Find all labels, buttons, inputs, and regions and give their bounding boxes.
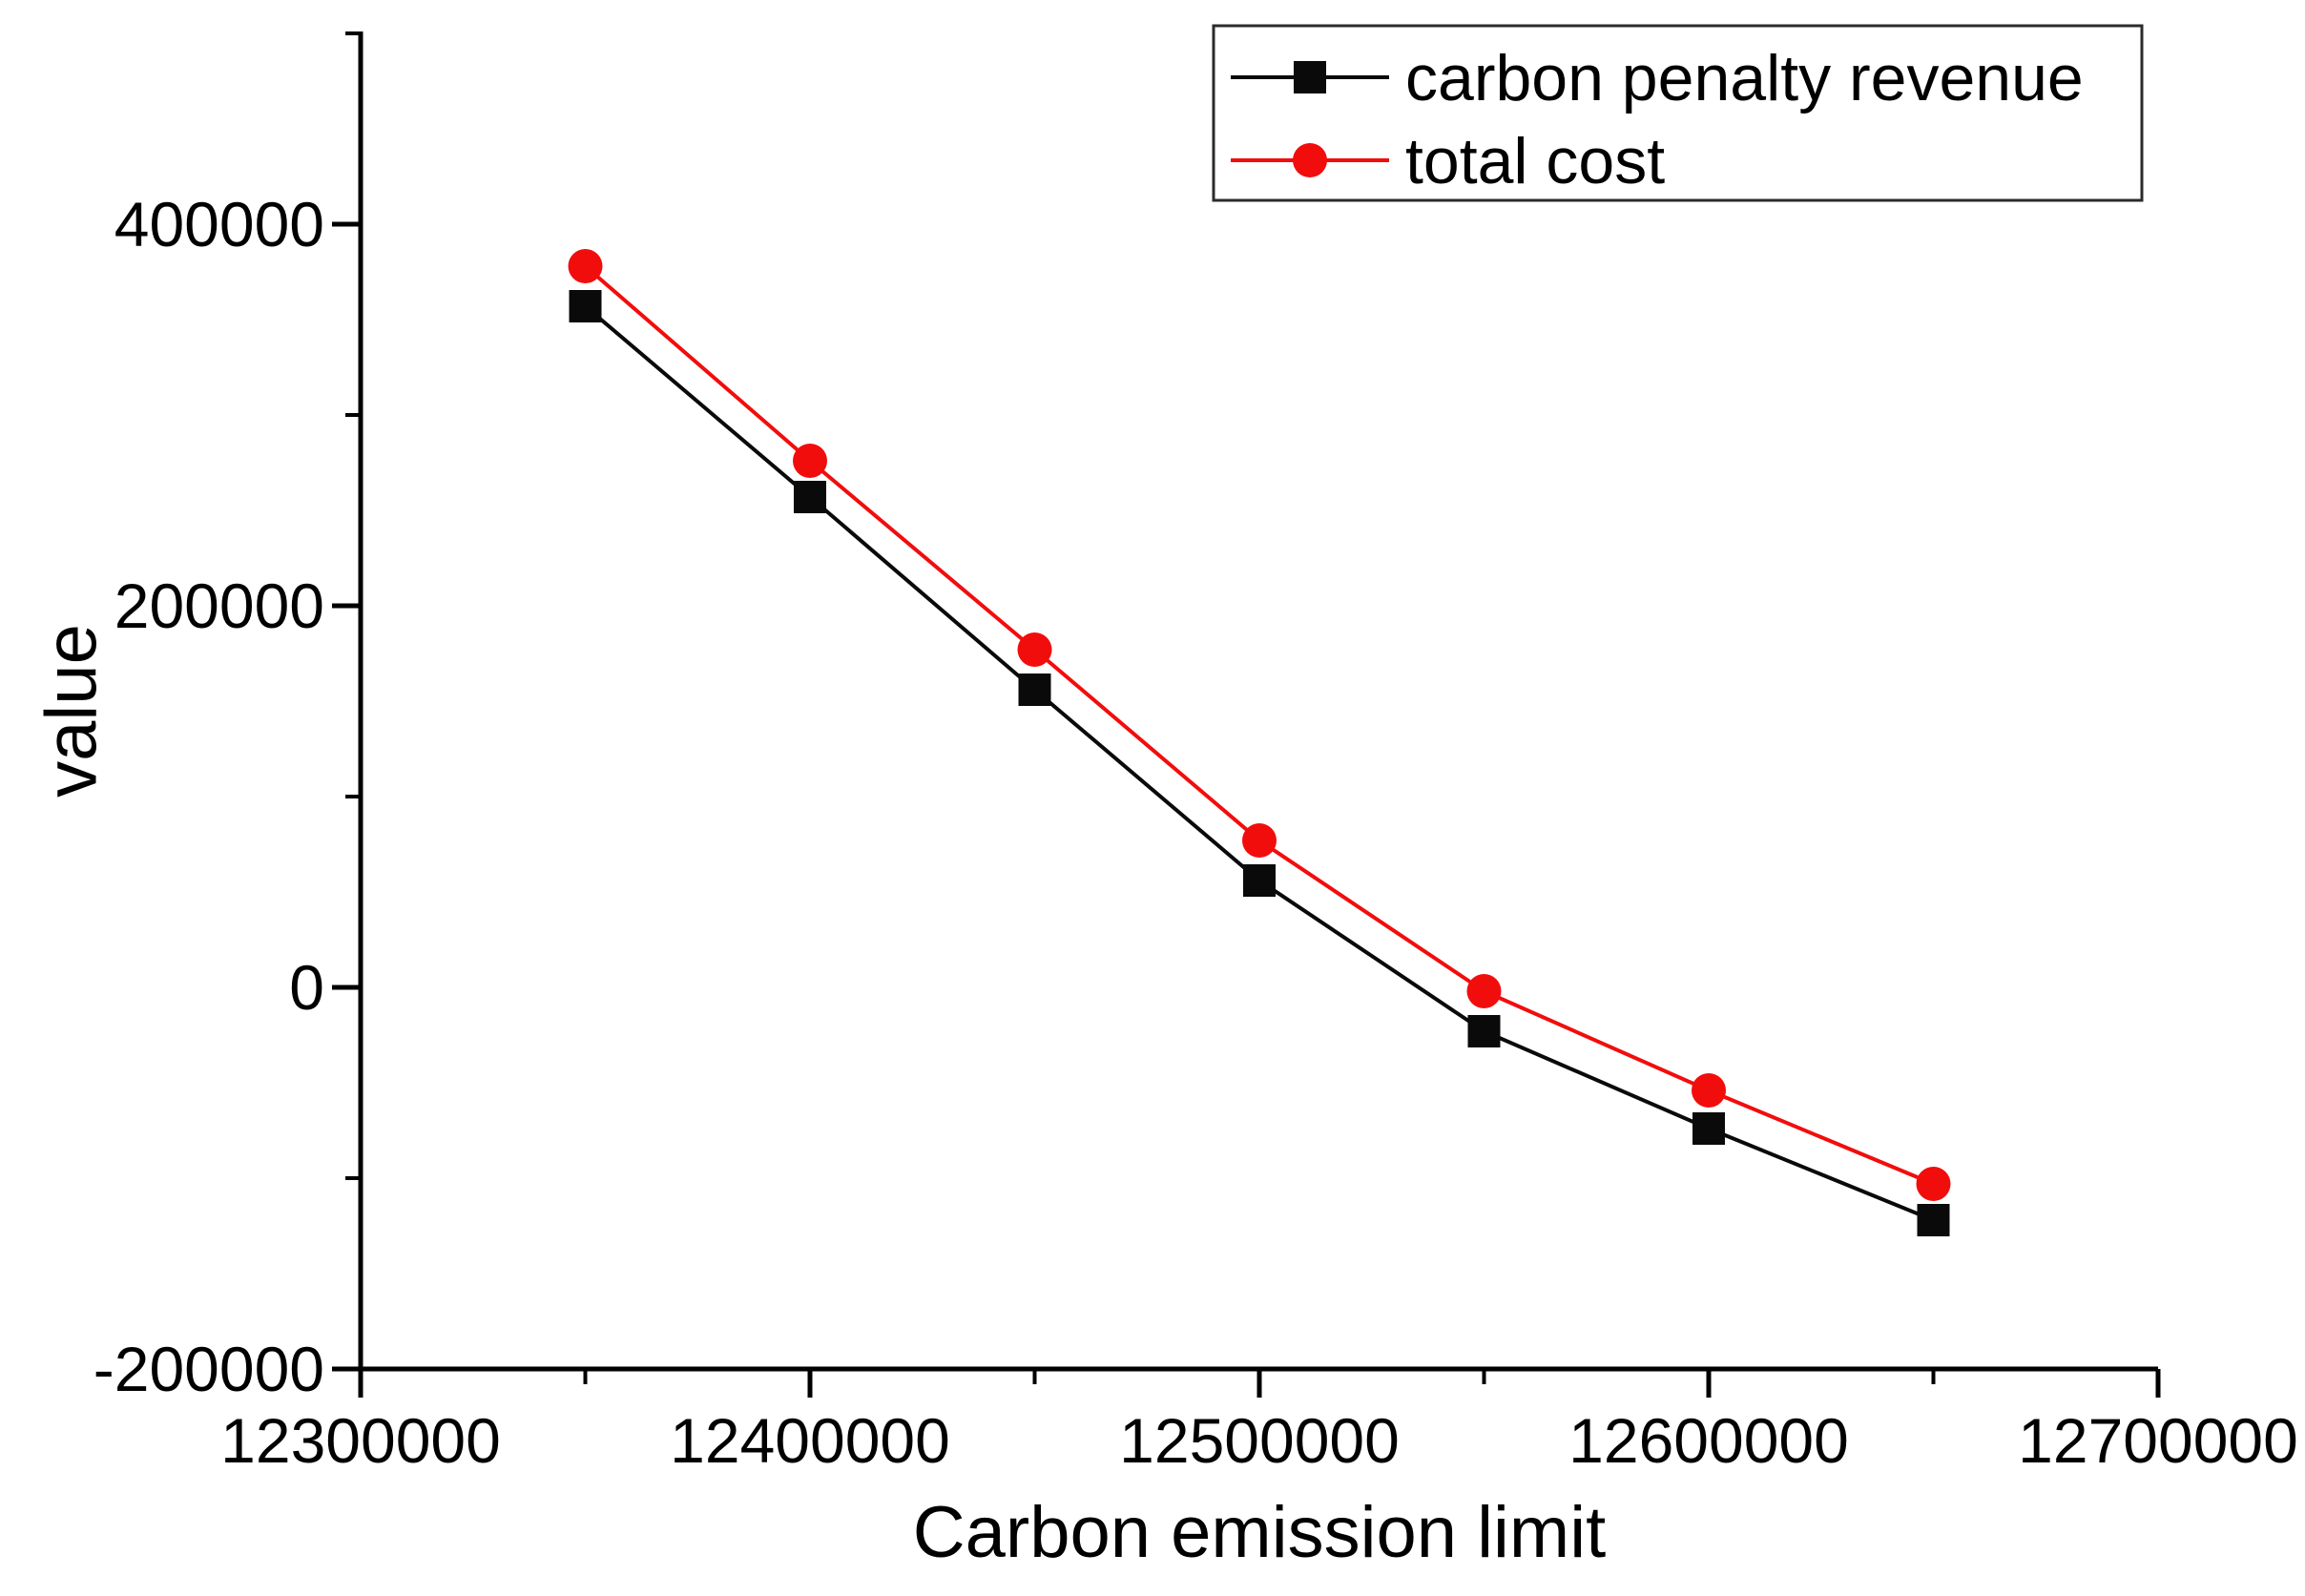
x-tick-label: 12600000 <box>1568 1405 1849 1476</box>
data-point-square <box>1692 1112 1725 1145</box>
legend-circle-marker <box>1293 143 1327 177</box>
x-axis-title: Carbon emission limit <box>913 1492 1606 1573</box>
series-line-total-cost <box>584 264 1935 1186</box>
data-series <box>568 249 1951 1236</box>
data-point-circle <box>1017 632 1052 667</box>
legend-markers <box>1231 61 1389 177</box>
y-tick-label: -200000 <box>93 1334 324 1404</box>
legend-box <box>1212 24 2144 202</box>
data-point-circle <box>1692 1073 1726 1108</box>
y-tick-label: 0 <box>289 952 324 1023</box>
y-axis-ticks: -200000 0 200000 400000 <box>93 31 361 1404</box>
data-point-square <box>1467 1015 1501 1047</box>
x-axis-ticks: 12300000 12400000 12500000 12600000 12700000 <box>220 1369 2298 1476</box>
legend-square-marker <box>1294 61 1326 93</box>
data-point-square <box>569 290 602 322</box>
data-point-circle <box>1916 1167 1951 1201</box>
data-point-square <box>794 481 826 513</box>
data-point-square <box>1243 864 1276 897</box>
y-tick-label: 200000 <box>114 570 324 641</box>
x-tick-label: 12300000 <box>220 1405 501 1476</box>
x-tick-label: 12700000 <box>2018 1405 2298 1476</box>
data-point-circle <box>1466 974 1502 1008</box>
legend: carbon penalty revenue total cost <box>1212 24 2144 202</box>
data-point-square <box>1917 1204 1950 1236</box>
data-point-circle <box>568 249 603 283</box>
data-point-square <box>1018 674 1051 706</box>
data-point-circle <box>793 444 827 478</box>
x-tick-label: 12500000 <box>1119 1405 1400 1476</box>
legend-label-total-cost: total cost <box>1405 125 1665 197</box>
x-tick-label: 12400000 <box>670 1405 950 1476</box>
data-point-circle <box>1242 823 1277 858</box>
legend-label-carbon-penalty-revenue: carbon penalty revenue <box>1405 42 2084 114</box>
y-axis-title: value <box>31 624 113 798</box>
y-tick-label: 400000 <box>114 189 324 259</box>
